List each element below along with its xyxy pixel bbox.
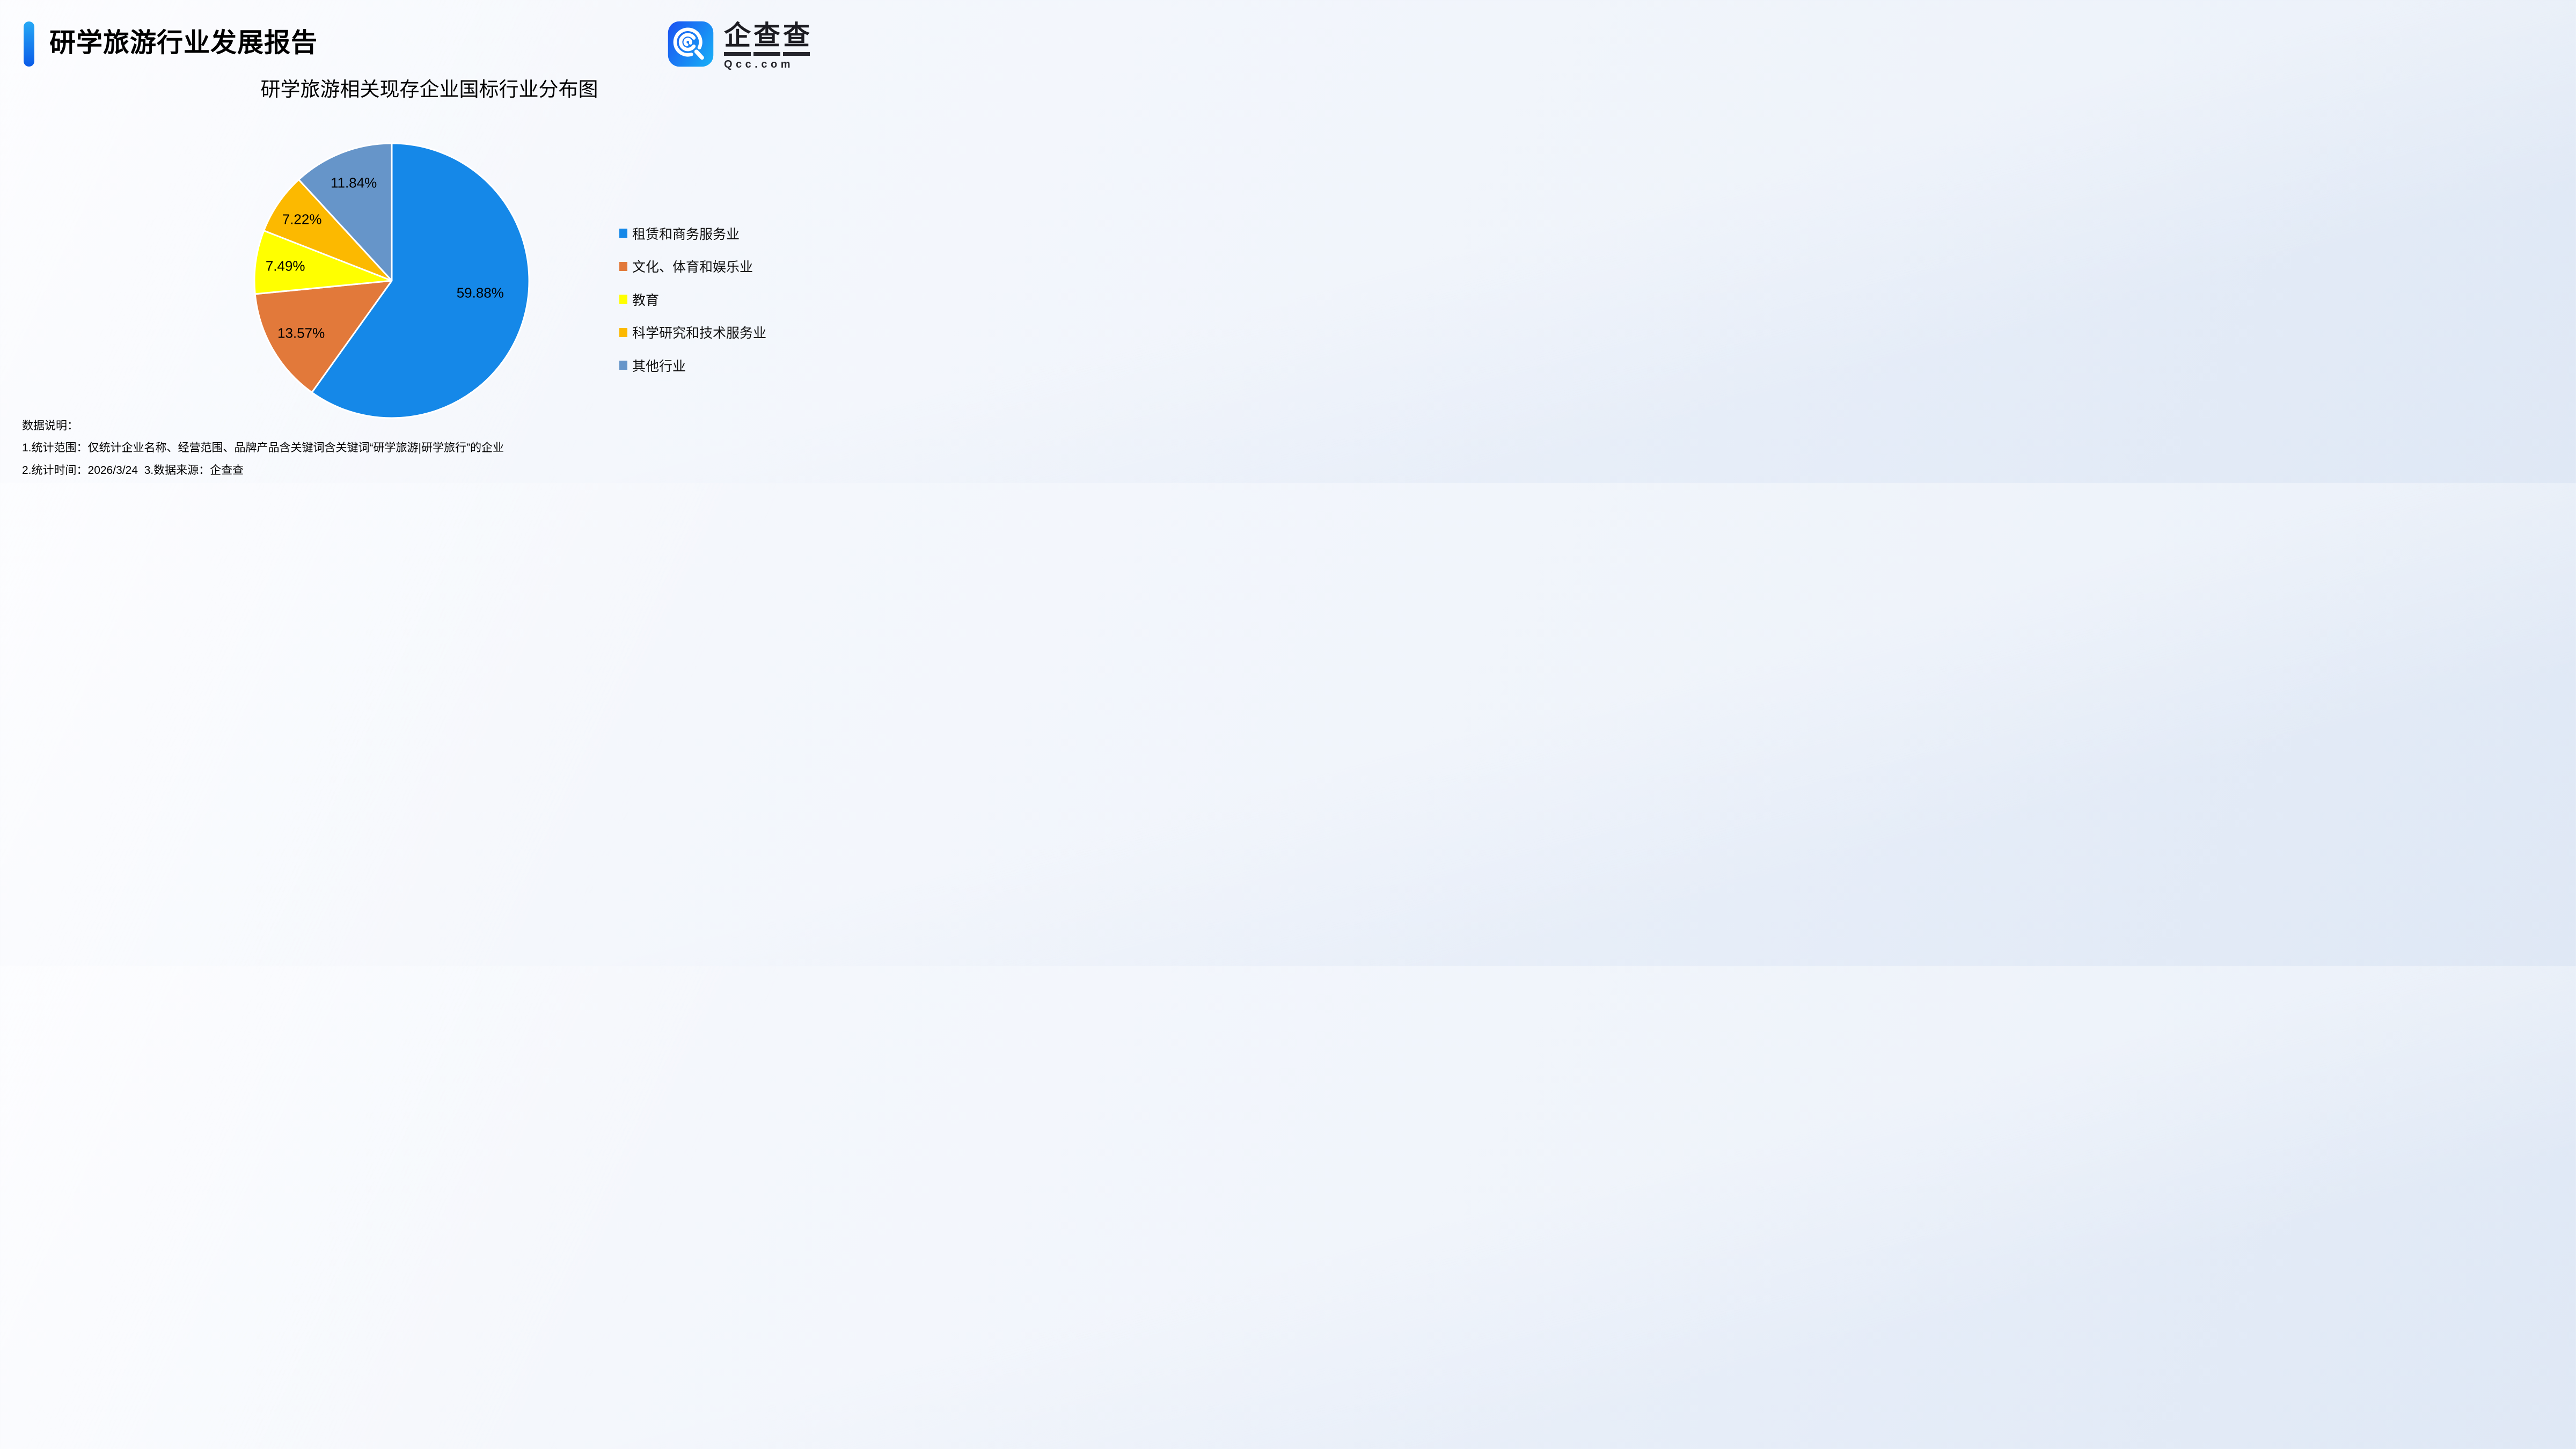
page-title: 研学旅游行业发展报告 (49, 28, 318, 57)
brand-char: 查 (753, 20, 780, 56)
brand-domain: Qcc.com (724, 58, 794, 70)
pie-slice-1 (254, 280, 393, 393)
legend-label-0: 租赁和商务服务业 (632, 226, 740, 242)
legend-item-2: 教育 (619, 283, 766, 316)
qcc-logo-icon (668, 21, 714, 67)
legend-label-2: 教育 (632, 292, 660, 308)
chart-legend: 租赁和商务服务业 文化、体育和娱乐业 教育科学研究和技术服务业 其他行业 (619, 217, 766, 382)
legend-label-1: 文化、体育和娱乐业 (632, 260, 753, 275)
legend-item-1: 文化、体育和娱乐业 (619, 250, 766, 283)
notes-line-1: 1.统计范围：仅统计企业名称、经营范围、品牌产品含关键词含关键词“研学旅游|研学… (22, 442, 504, 454)
legend-item-0: 租赁和商务服务业 (619, 217, 766, 250)
legend-label-3: 科学研究和技术服务业 (632, 326, 767, 341)
pie-slice-3 (263, 179, 393, 282)
pie-slice-2 (253, 230, 393, 295)
legend-swatch-2 (619, 295, 627, 304)
legend-swatch-4 (619, 361, 627, 370)
legend-item-3: 科学研究和技术服务业 (619, 316, 766, 349)
qcc-logo-text: 企 查 查 Qcc.com (724, 20, 813, 71)
chart-title: 研学旅游相关现存企业国标行业分布图 (260, 78, 598, 100)
brand-char: 查 (783, 20, 810, 56)
pie-slice-0 (311, 142, 530, 419)
brand-char: 企 (724, 20, 751, 56)
pie-slice-4 (298, 142, 393, 282)
legend-swatch-1 (619, 261, 627, 271)
legend-label-4: 其他行业 (632, 358, 686, 374)
brand-name: 企 查 查 (724, 20, 813, 56)
pie-chart (253, 142, 530, 419)
notes-line-2: 2.统计时间：2026/3/24 3.数据来源：企查查 (22, 464, 244, 477)
title-accent-bar (24, 21, 34, 67)
qcc-logo: 企 查 查 Qcc.com (667, 20, 813, 71)
legend-item-4: 其他行业 (619, 349, 766, 382)
legend-swatch-3 (619, 327, 627, 337)
notes-heading: 数据说明： (22, 420, 78, 432)
legend-swatch-0 (619, 229, 627, 238)
